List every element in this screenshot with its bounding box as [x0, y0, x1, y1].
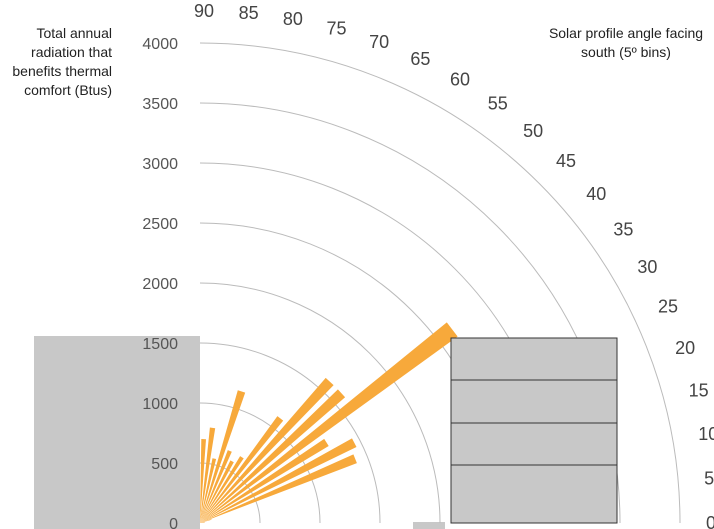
chart-bar — [200, 519, 212, 523]
angle-tick-label: 70 — [369, 32, 389, 52]
radial-tick-label: 0 — [169, 516, 178, 529]
angle-tick-label: 50 — [523, 121, 543, 141]
angle-tick-label: 90 — [194, 1, 214, 21]
chart-bar — [200, 522, 205, 523]
angle-tick-label: 0 — [706, 513, 714, 529]
chart-bar — [200, 450, 232, 523]
chart-bar — [200, 439, 206, 523]
chart-bar — [200, 377, 334, 523]
chart-bar — [200, 438, 357, 523]
radial-tick-label: 2500 — [142, 216, 178, 233]
chart-bar — [200, 438, 329, 523]
grid-arc — [199, 42, 681, 524]
angle-tick-label: 35 — [613, 219, 633, 239]
radial-tick-label: 1500 — [142, 336, 178, 353]
angle-tick-label: 55 — [488, 94, 508, 114]
chart-bar — [200, 390, 246, 523]
overlay-rect-small — [413, 522, 445, 529]
angle-tick-label: 10 — [698, 424, 714, 444]
angle-tick-label: 85 — [239, 3, 259, 23]
radial-axis-label: Total annual radiation that benefits the… — [12, 25, 112, 98]
angle-tick-label: 40 — [586, 184, 606, 204]
chart-bar — [200, 322, 458, 523]
angle-tick-label: 80 — [283, 9, 303, 29]
grid-arc — [199, 342, 381, 524]
chart-bar — [200, 521, 205, 523]
angle-tick-label: 30 — [637, 257, 657, 277]
chart-bar — [200, 454, 357, 523]
angle-tick-label: 65 — [410, 49, 430, 69]
chart-bar — [200, 427, 216, 523]
radial-tick-label: 3500 — [142, 96, 178, 113]
chart-bar — [200, 416, 284, 523]
angle-tick-label: 75 — [327, 18, 347, 38]
overlay-rect-right — [450, 337, 618, 524]
grid-arc — [199, 282, 441, 524]
chart-bar — [200, 456, 244, 523]
chart-bar — [200, 389, 346, 523]
grid-arc — [199, 402, 321, 524]
chart-bar — [200, 458, 217, 523]
angle-axis-label: Solar profile angle facing south (5º bin… — [548, 25, 704, 60]
angle-tick-label: 15 — [689, 381, 709, 401]
angle-tick-label: 60 — [450, 70, 470, 90]
overlay-rect-left — [34, 336, 200, 529]
angle-tick-label: 20 — [675, 338, 695, 358]
angle-tick-label: 25 — [658, 297, 678, 317]
angle-tick-label: 5 — [704, 468, 714, 488]
radial-tick-label: 500 — [151, 456, 178, 473]
chart-bar — [200, 460, 234, 523]
radial-tick-label: 2000 — [142, 276, 178, 293]
radial-tick-label: 3000 — [142, 156, 178, 173]
radial-tick-label: 4000 — [142, 36, 178, 53]
angle-tick-label: 45 — [556, 151, 576, 171]
radial-tick-label: 1000 — [142, 396, 178, 413]
